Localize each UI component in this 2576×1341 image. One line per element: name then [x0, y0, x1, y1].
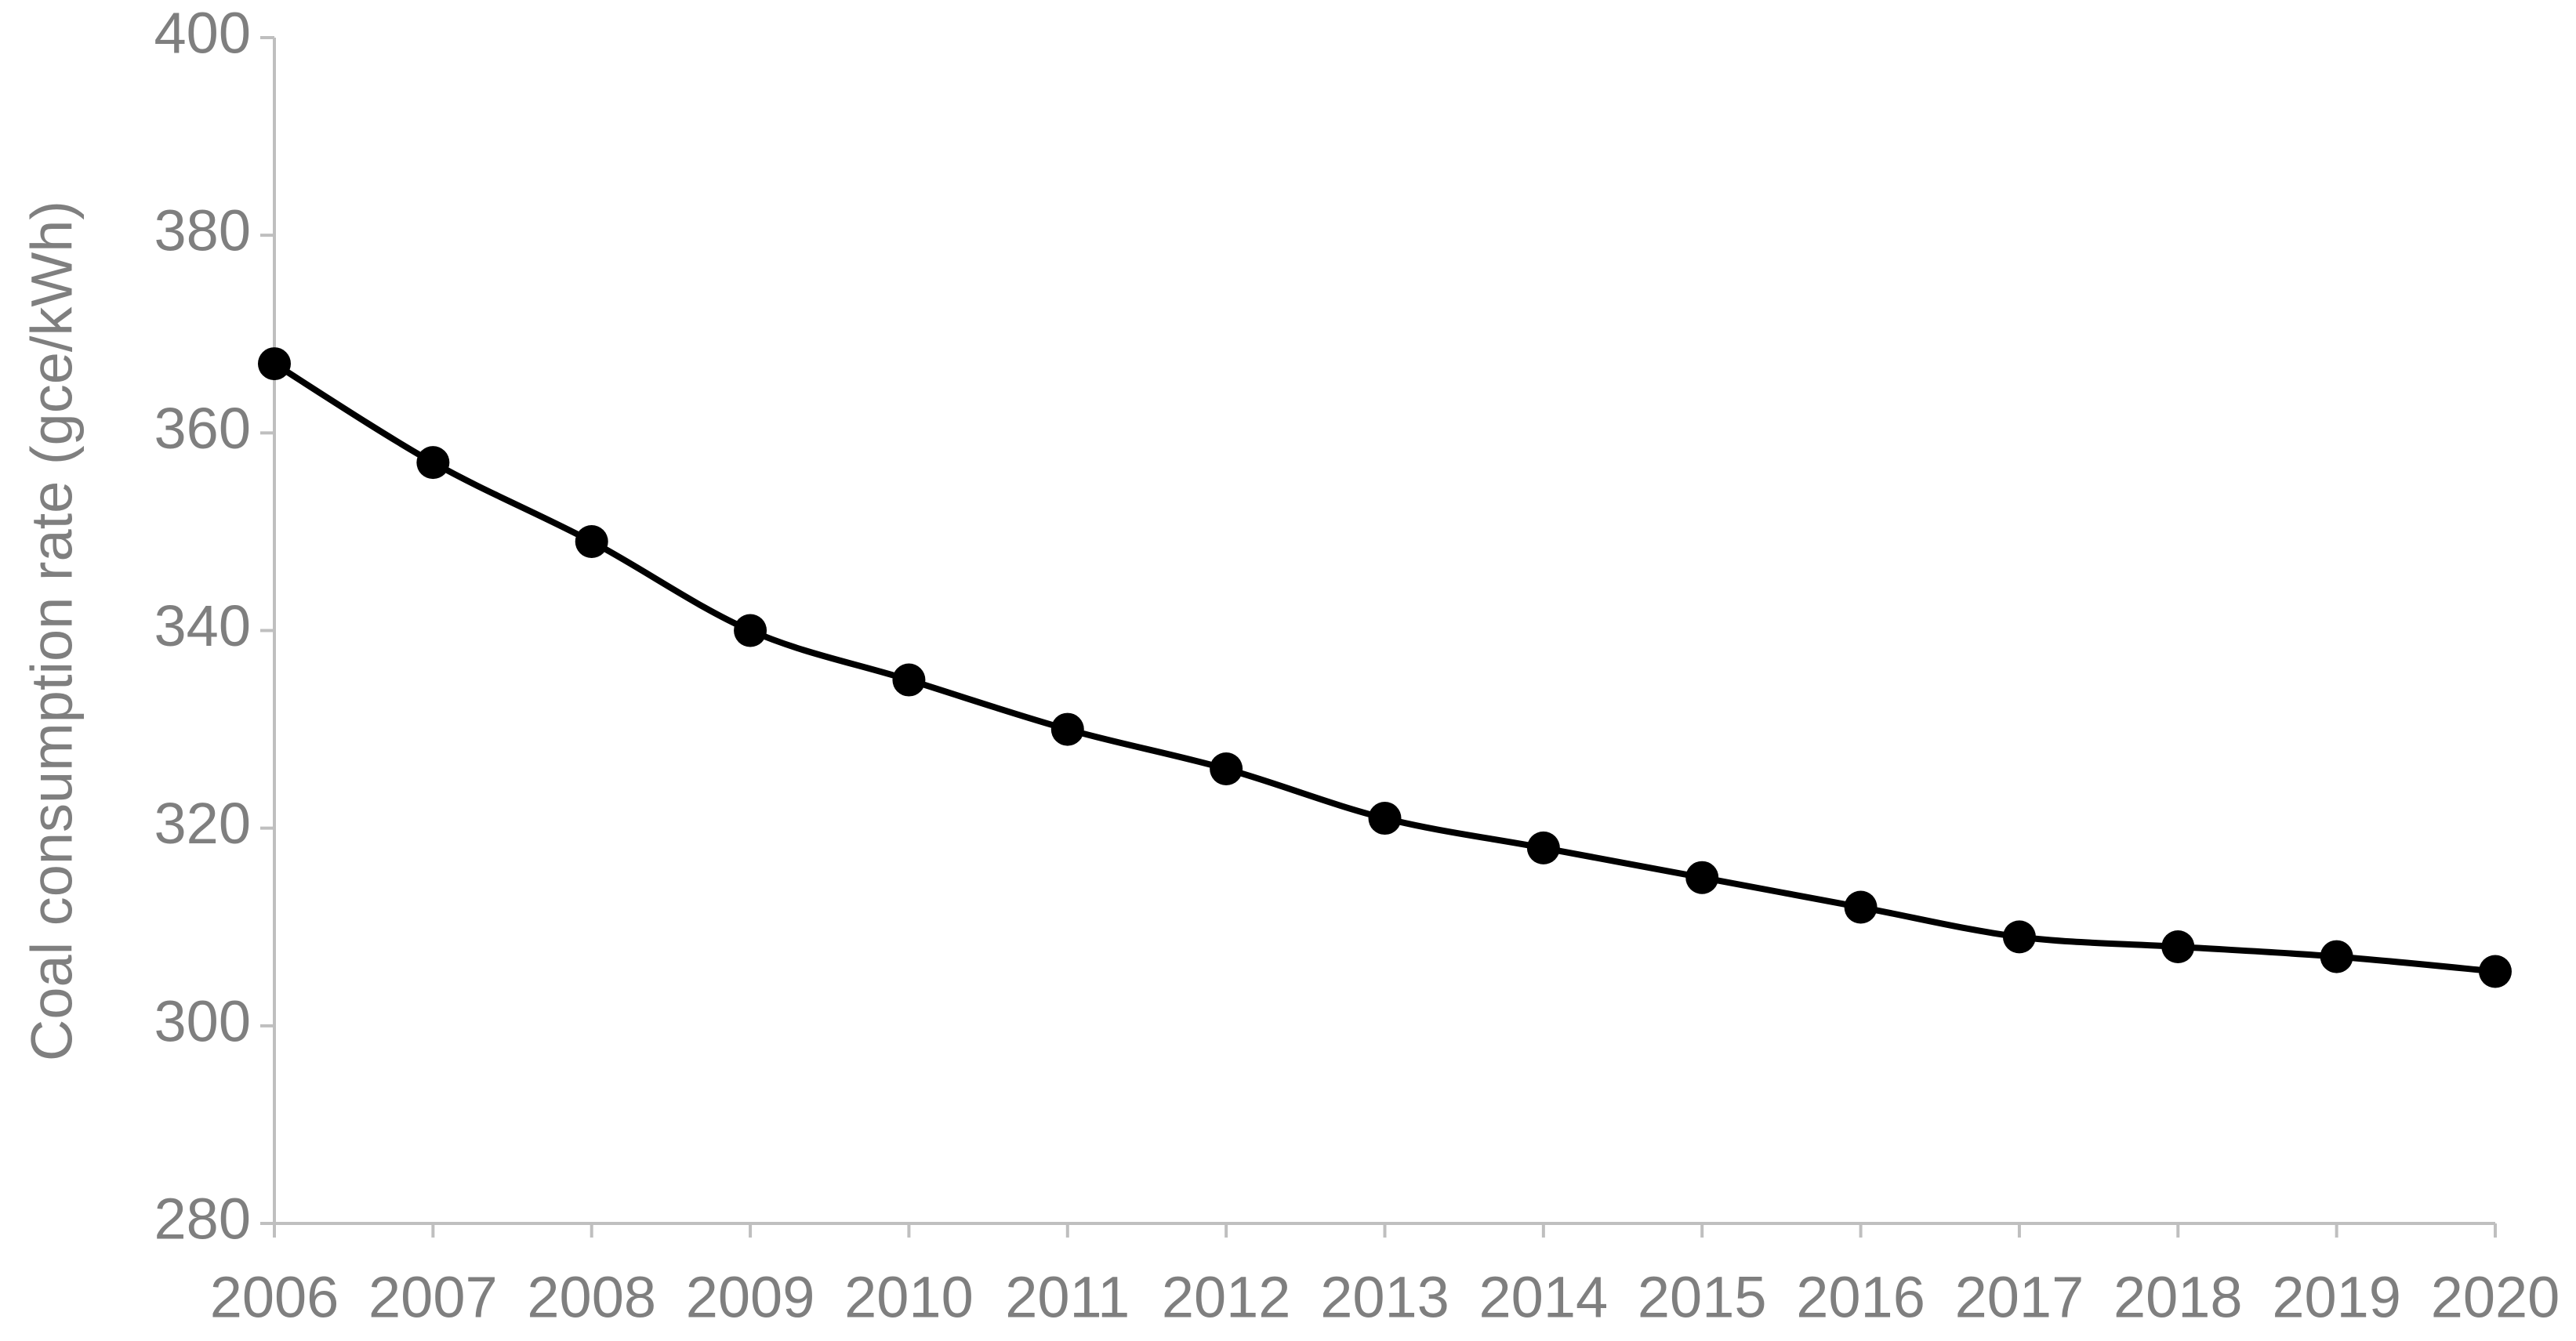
x-tick-label: 2015 — [1638, 1265, 1767, 1330]
marker — [2161, 930, 2195, 963]
marker — [1685, 861, 1719, 894]
y-tick-label: 280 — [154, 1187, 251, 1252]
x-tick-label: 2019 — [2272, 1265, 2401, 1330]
marker — [2479, 955, 2512, 988]
x-tick-label: 2010 — [844, 1265, 974, 1330]
x-tick-label: 2009 — [686, 1265, 815, 1330]
marker — [416, 446, 450, 480]
marker — [2002, 920, 2036, 954]
x-tick-label: 2016 — [1796, 1265, 1925, 1330]
x-tick-label: 2013 — [1320, 1265, 1449, 1330]
y-tick-label: 320 — [154, 791, 251, 856]
y-tick-label: 400 — [154, 1, 251, 66]
marker — [1050, 712, 1084, 746]
marker — [1210, 752, 1243, 786]
marker — [1526, 831, 1560, 864]
marker — [575, 525, 608, 559]
y-tick-label: 380 — [154, 198, 251, 263]
x-tick-label: 2020 — [2431, 1265, 2560, 1330]
y-tick-label: 340 — [154, 593, 251, 658]
y-tick-label: 360 — [154, 396, 251, 461]
x-tick-label: 2014 — [1479, 1265, 1609, 1330]
x-tick-label: 2011 — [1005, 1265, 1130, 1330]
x-tick-label: 2018 — [2113, 1265, 2243, 1330]
x-tick-label: 2008 — [527, 1265, 656, 1330]
marker — [734, 614, 767, 647]
x-tick-label: 2012 — [1162, 1265, 1291, 1330]
marker — [2320, 940, 2353, 973]
x-tick-label: 2017 — [1955, 1265, 2084, 1330]
x-tick-label: 2007 — [368, 1265, 498, 1330]
y-tick-label: 300 — [154, 988, 251, 1053]
x-tick-label: 2006 — [210, 1265, 339, 1330]
line — [272, 361, 2496, 975]
marker — [1844, 890, 1878, 924]
marker — [1368, 802, 1402, 835]
marker — [892, 663, 926, 697]
y-axis-label: Coal consumption rate (gce/kWh) — [20, 201, 85, 1061]
marker — [258, 347, 291, 381]
